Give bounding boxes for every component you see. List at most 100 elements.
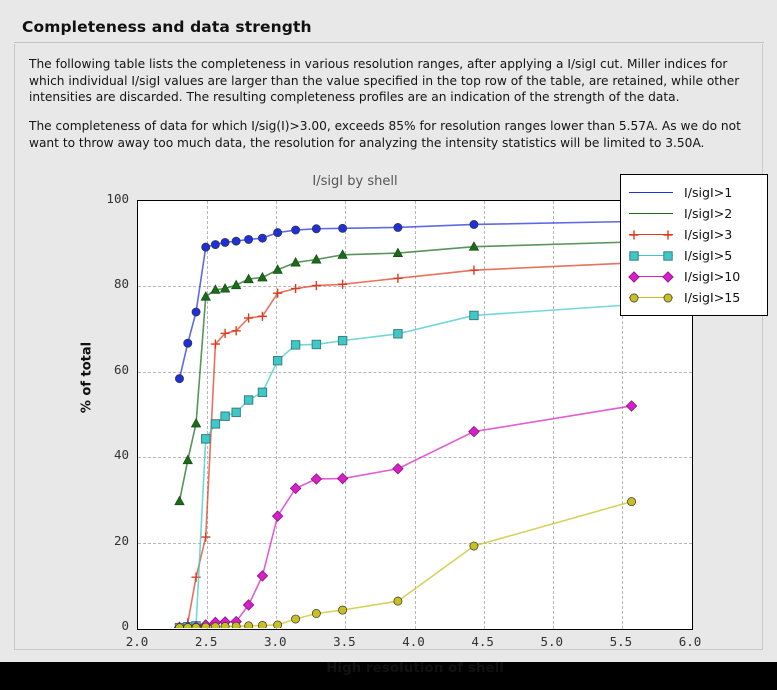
page-title: Completeness and data strength	[22, 18, 312, 36]
report-page: Completeness and data strength The follo…	[0, 0, 777, 676]
data-point-diamond	[468, 425, 480, 438]
series-line	[178, 241, 632, 502]
data-point-circle	[291, 614, 301, 624]
series-line	[179, 405, 632, 628]
data-point-circle	[393, 596, 403, 606]
data-point-circle	[220, 622, 230, 628]
legend-item-i-sigi-3[interactable]: I/sigI>3	[627, 224, 759, 245]
y-tick-label: 20	[113, 532, 129, 548]
x-tick-label: 4.0	[402, 634, 425, 649]
data-point-plus	[201, 532, 211, 542]
chart-title: I/sigI by shell	[312, 174, 398, 189]
data-point-circle	[311, 609, 321, 618]
data-point-circle	[338, 223, 348, 233]
data-point-plus	[220, 328, 230, 338]
data-point-square	[243, 395, 254, 405]
data-point-circle	[201, 242, 211, 252]
plot-canvas	[138, 201, 692, 629]
data-point-diamond	[271, 510, 284, 522]
gridline-vertical	[276, 201, 278, 629]
legend-item-i-sigi-1[interactable]: I/sigI>1	[627, 182, 759, 203]
data-point-triangle	[190, 417, 202, 428]
legend-item-i-sigi-10[interactable]: I/sigI>10	[627, 266, 759, 287]
data-point-triangle	[243, 273, 254, 284]
data-point-triangle	[290, 256, 301, 267]
gridline-vertical	[414, 201, 416, 629]
legend-item-i-sigi-15[interactable]: I/sigI>15	[627, 287, 759, 308]
gridline-vertical	[552, 201, 554, 629]
y-tick-label: 80	[113, 276, 129, 292]
data-point-triangle	[210, 284, 221, 294]
data-point-square	[663, 250, 673, 261]
data-point-square	[201, 434, 211, 444]
legend-swatch-icon	[627, 206, 675, 222]
plot-area	[137, 200, 693, 630]
legend-swatch-icon	[627, 290, 675, 306]
gridline-vertical	[483, 201, 485, 629]
data-point-triangle	[230, 279, 242, 290]
data-point-circle	[273, 620, 283, 628]
gridline-horizontal	[138, 286, 692, 288]
legend-swatch-icon	[627, 269, 675, 285]
y-tick-label: 100	[106, 191, 129, 206]
data-point-diamond	[336, 472, 349, 485]
data-point-circle	[311, 224, 321, 234]
data-point-square	[220, 411, 230, 421]
series-layer	[173, 217, 638, 628]
data-point-circle	[191, 307, 201, 317]
data-point-triangle	[174, 495, 185, 506]
data-point-diamond	[625, 400, 638, 412]
data-point-diamond	[628, 270, 640, 283]
data-point-circle	[469, 220, 479, 229]
legend-item-i-sigi-5[interactable]: I/sigI>5	[627, 245, 759, 266]
legend-item-i-sigi-2[interactable]: I/sigI>2	[627, 203, 759, 224]
y-axis-label: % of total	[79, 341, 95, 414]
data-point-square	[629, 250, 639, 261]
data-point-plus	[244, 313, 254, 323]
x-tick-label: 6.0	[678, 634, 702, 649]
data-point-square	[210, 419, 221, 429]
x-tick-label: 4.5	[471, 634, 494, 649]
legend-marker-icon	[627, 206, 675, 222]
data-point-circle	[201, 622, 211, 628]
legend-label: I/sigI>1	[684, 185, 733, 200]
data-point-circle	[338, 605, 348, 615]
data-point-circle	[273, 228, 283, 238]
data-point-plus	[629, 229, 639, 240]
legend-swatch-icon	[627, 185, 675, 201]
data-point-circle	[257, 233, 267, 243]
x-tick-label: 2.0	[125, 634, 149, 649]
data-point-triangle	[219, 283, 231, 293]
data-point-circle	[257, 620, 267, 628]
legend-label: I/sigI>10	[684, 269, 741, 284]
gridline-horizontal	[138, 457, 692, 459]
gridline-vertical	[345, 201, 347, 629]
data-point-circle	[183, 338, 193, 348]
data-point-circle	[210, 240, 220, 250]
data-point-plus	[393, 273, 403, 283]
data-point-plus	[231, 326, 241, 336]
data-point-circle	[191, 623, 201, 628]
data-point-square	[290, 340, 301, 350]
description-paragraph-1: The following table lists the completene…	[29, 57, 740, 104]
data-point-circle	[244, 234, 254, 244]
data-point-circle	[393, 223, 403, 232]
content-panel: The following table lists the completene…	[14, 44, 768, 676]
description-paragraph-2: The completeness of data for which I/sig…	[29, 119, 741, 150]
data-point-circle	[627, 497, 637, 507]
series-line	[179, 262, 632, 628]
data-point-square	[272, 355, 283, 366]
data-point-circle	[231, 236, 241, 246]
chart-legend: I/sigI>1 I/sigI>2 I/sigI>3 I/sigI>5 I/sigI>1…	[620, 174, 768, 316]
data-point-plus	[210, 339, 221, 349]
legend-marker-icon	[628, 270, 674, 283]
legend-marker-icon	[629, 293, 673, 302]
x-axis-label: High resolution of shell	[326, 660, 504, 676]
data-point-square	[469, 310, 479, 321]
data-point-triangle	[392, 247, 404, 258]
data-point-diamond	[392, 462, 404, 475]
legend-marker-icon	[627, 185, 675, 201]
data-point-square	[231, 407, 241, 418]
data-point-square	[257, 387, 268, 397]
data-point-plus	[273, 288, 283, 298]
